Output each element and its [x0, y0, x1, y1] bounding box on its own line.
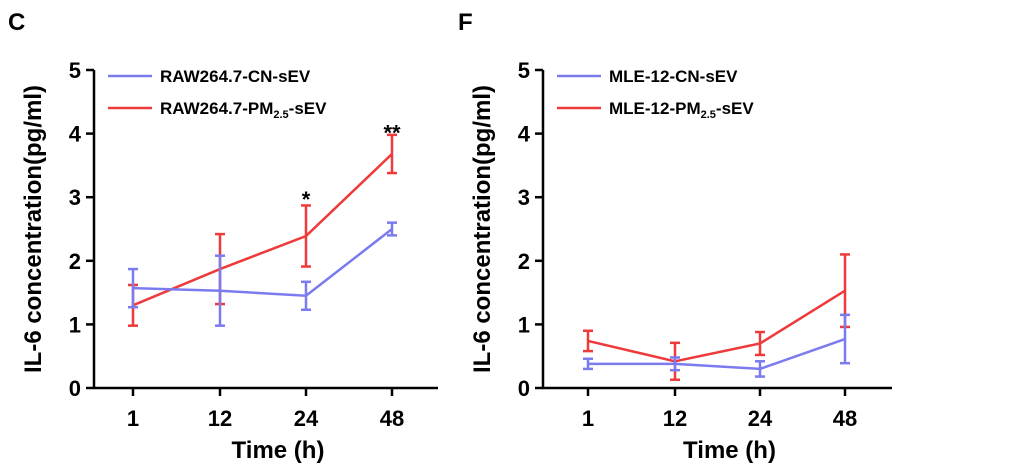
series-line	[588, 337, 846, 371]
legend-label: RAW264.7-PM2.5-sEV	[160, 99, 327, 121]
error-bar	[583, 329, 593, 353]
error-bar	[387, 133, 397, 175]
significance-marker: *	[302, 187, 311, 212]
y-tick-label: 4	[69, 122, 82, 147]
y-axis-title: IL-6 concentration(pg/ml)	[20, 85, 47, 373]
y-axis-title: IL-6 concentration(pg/ml)	[469, 85, 496, 373]
error-bar	[840, 313, 850, 365]
panel-label: C	[8, 9, 25, 36]
y-tick-label: 3	[69, 185, 81, 210]
y-tick-label: 2	[518, 249, 530, 274]
y-tick-label: 0	[518, 376, 530, 401]
series-control	[128, 221, 397, 327]
error-bar	[301, 204, 311, 268]
y-tick-label: 5	[69, 58, 81, 83]
error-bar	[755, 330, 765, 357]
x-axis-title: Time (h)	[683, 437, 776, 464]
series-treated	[583, 253, 850, 381]
series-line	[132, 228, 393, 298]
series-line	[132, 153, 393, 307]
error-bar	[128, 267, 138, 309]
panel-label: F	[458, 9, 473, 36]
y-tick-label: 0	[69, 376, 81, 401]
y-tick-label: 5	[518, 58, 530, 83]
series-control	[583, 313, 850, 378]
x-tick-label: 1	[127, 406, 139, 431]
error-bar	[755, 360, 765, 378]
series-line	[587, 289, 846, 363]
x-tick-label: 1	[582, 406, 594, 431]
x-tick-label: 12	[663, 406, 687, 431]
legend-label: MLE-12-PM2.5-sEV	[609, 99, 754, 121]
legend: MLE-12-CN-sEV MLE-12-PM2.5-sEV	[557, 67, 754, 121]
error-bar	[670, 356, 680, 372]
y-tick-label: 3	[518, 185, 530, 210]
error-bar	[301, 280, 311, 312]
significance-marker: **	[383, 120, 401, 145]
y-tick-label: 4	[518, 122, 531, 147]
y-tick-label: 2	[69, 249, 81, 274]
legend: RAW264.7-CN-sEV RAW264.7-PM2.5-sEV	[108, 67, 327, 121]
x-tick-label: 12	[208, 406, 232, 431]
y-tick-label: 1	[69, 312, 81, 337]
error-bar	[215, 254, 225, 327]
y-tick-label: 1	[518, 312, 530, 337]
series-treated	[128, 133, 397, 327]
x-tick-label: 24	[294, 406, 319, 431]
error-bar	[387, 221, 397, 237]
legend-label: MLE-12-CN-sEV	[609, 67, 738, 86]
x-axis-title: Time (h)	[232, 437, 325, 464]
x-tick-label: 48	[380, 406, 404, 431]
error-bar	[583, 357, 593, 371]
x-tick-label: 48	[833, 406, 857, 431]
x-tick-label: 24	[748, 406, 773, 431]
legend-label: RAW264.7-CN-sEV	[160, 67, 311, 86]
